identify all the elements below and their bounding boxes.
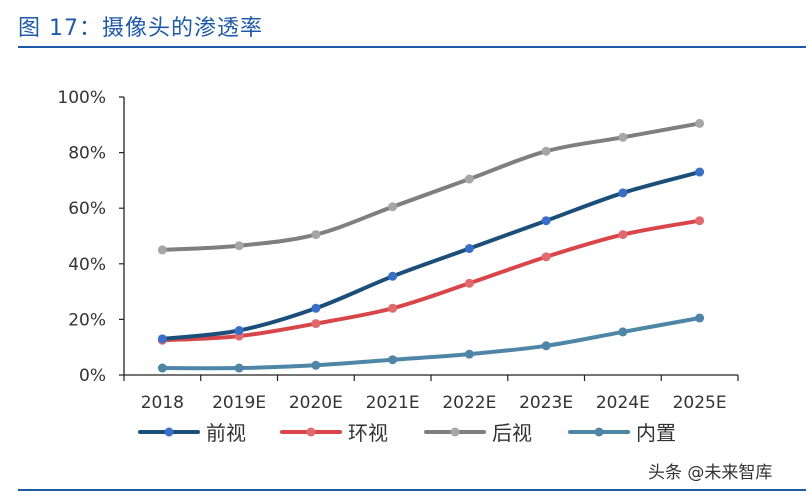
data-point-2 — [464, 174, 474, 184]
data-point-0 — [157, 334, 167, 344]
data-point-0 — [311, 303, 321, 313]
bottom-divider — [18, 489, 806, 491]
legend-swatch-marker — [594, 427, 604, 437]
figure-title: 图 17：摄像头的渗透率 — [18, 16, 263, 41]
series-line-2 — [160, 121, 702, 252]
legend-label: 内置 — [636, 421, 676, 445]
x-tick-label: 2024E — [596, 393, 650, 413]
data-point-0 — [541, 216, 551, 226]
data-point-1 — [695, 216, 705, 226]
y-tick-label: 0% — [79, 366, 106, 386]
x-tick-label: 2021E — [366, 393, 420, 413]
watermark-text: 头条 @未来智库 — [648, 463, 773, 483]
data-point-0 — [464, 244, 474, 254]
data-point-1 — [464, 278, 474, 288]
y-tick-label: 20% — [68, 310, 106, 330]
legend-swatch-marker — [164, 427, 174, 437]
data-point-3 — [234, 363, 244, 373]
x-tick-label: 2025E — [673, 393, 727, 413]
y-tick-label: 40% — [68, 255, 106, 275]
data-point-1 — [541, 252, 551, 262]
y-tick-label: 80% — [68, 144, 106, 164]
data-point-3 — [541, 341, 551, 351]
legend-swatch-marker — [306, 427, 316, 437]
data-point-2 — [157, 245, 167, 255]
x-tick-label: 2019E — [212, 393, 266, 413]
series-line-0 — [160, 170, 702, 341]
data-point-1 — [311, 319, 321, 329]
legend-label: 环视 — [348, 421, 388, 445]
data-point-3 — [618, 327, 628, 337]
legend-label: 后视 — [492, 421, 532, 445]
x-tick-label: 2018 — [141, 393, 184, 413]
x-tick-label: 2022E — [442, 393, 496, 413]
title-divider — [18, 46, 806, 48]
data-point-3 — [311, 360, 321, 370]
data-point-0 — [695, 167, 705, 177]
legend-label: 前视 — [206, 421, 246, 445]
data-point-0 — [234, 326, 244, 336]
data-point-0 — [388, 271, 398, 281]
data-point-3 — [464, 349, 474, 359]
data-point-3 — [388, 355, 398, 365]
data-point-2 — [388, 202, 398, 212]
y-tick-label: 60% — [68, 199, 106, 219]
x-tick-label: 2023E — [519, 393, 573, 413]
y-tick-label: 100% — [57, 88, 106, 108]
data-point-2 — [695, 118, 705, 128]
data-point-2 — [541, 146, 551, 156]
data-point-1 — [388, 303, 398, 313]
legend-swatch-marker — [450, 427, 460, 437]
data-point-2 — [234, 241, 244, 251]
data-point-2 — [311, 230, 321, 240]
series-line-1 — [160, 218, 702, 343]
data-point-2 — [618, 132, 628, 142]
data-point-0 — [618, 188, 628, 198]
series-line-3 — [160, 316, 702, 371]
data-point-3 — [695, 313, 705, 323]
data-point-1 — [618, 230, 628, 240]
x-tick-label: 2020E — [289, 393, 343, 413]
data-point-3 — [157, 363, 167, 373]
